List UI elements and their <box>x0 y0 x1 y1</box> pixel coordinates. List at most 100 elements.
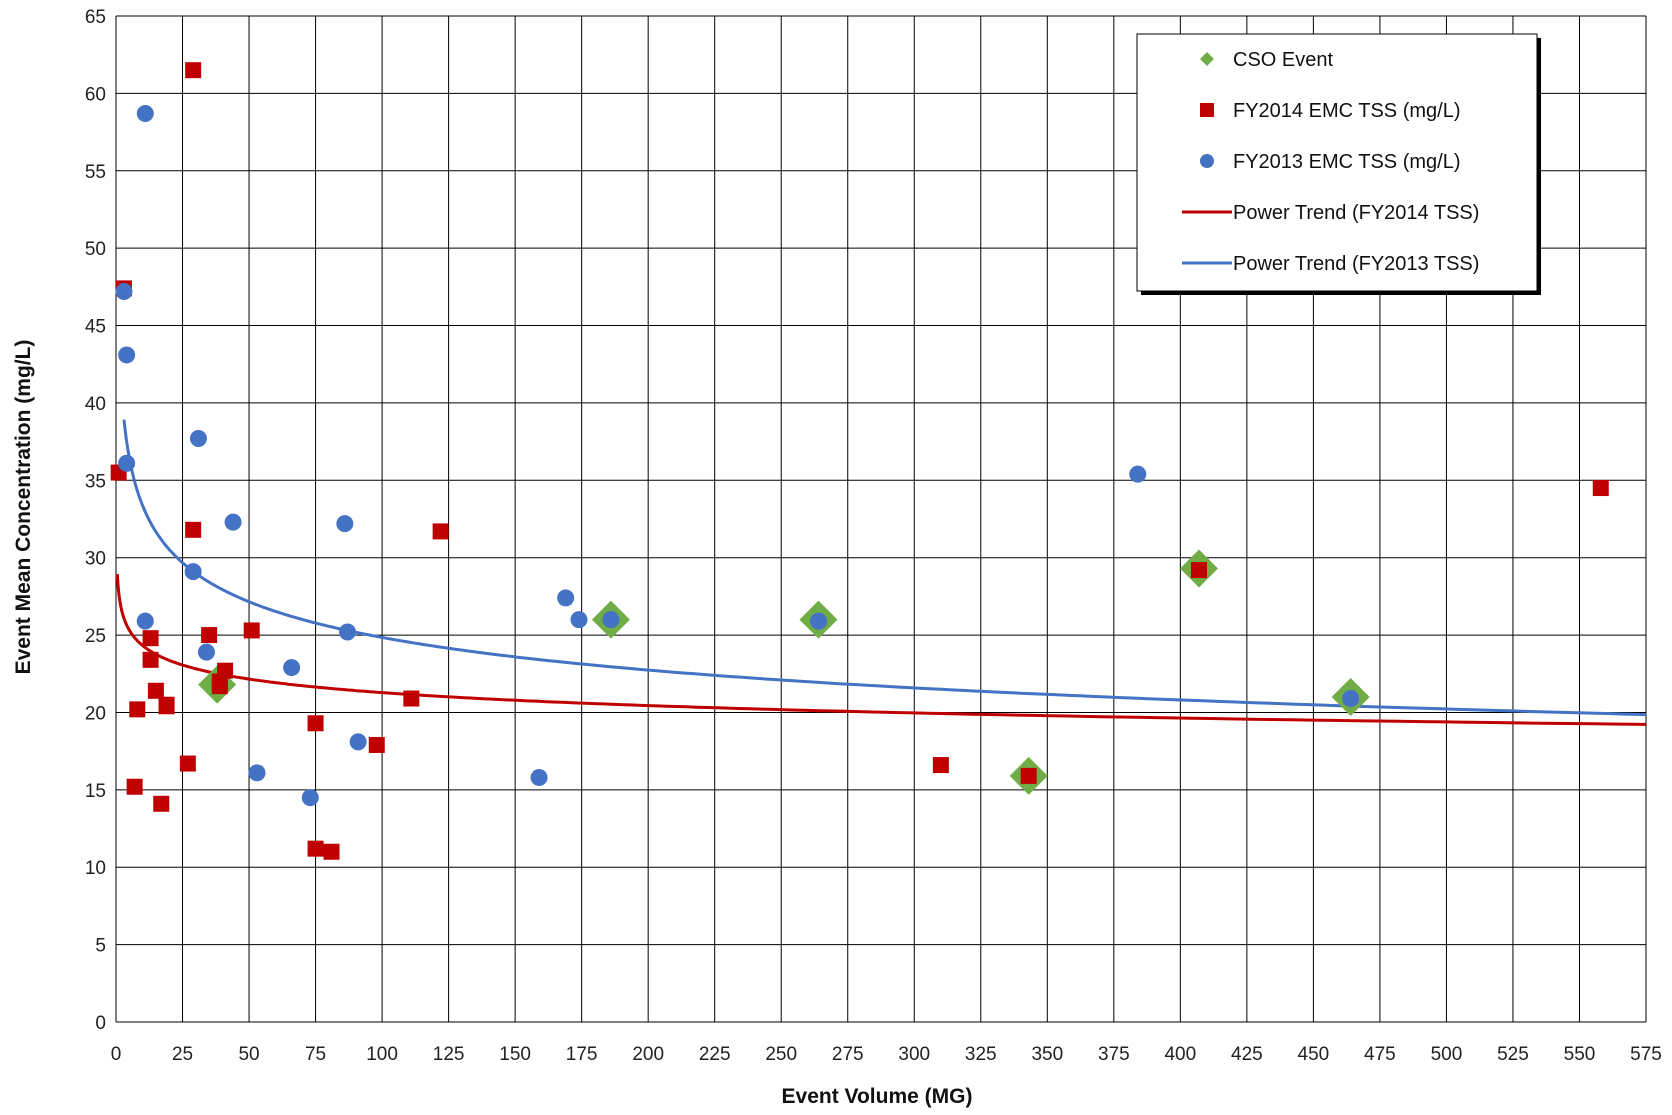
data-point-circle <box>197 643 215 661</box>
data-point-circle <box>248 764 266 782</box>
data-point-square <box>158 696 175 713</box>
x-tick-label: 150 <box>499 1044 531 1065</box>
data-point-circle <box>115 282 133 300</box>
data-point-square <box>185 521 202 538</box>
y-tick-label: 15 <box>85 781 106 802</box>
data-point-circle <box>283 659 301 677</box>
data-point-square <box>932 757 949 774</box>
x-tick-label: 500 <box>1431 1044 1463 1065</box>
data-point-circle <box>1129 465 1147 483</box>
tick-labels: 0 5 10 15 20 25 30 35 40 45 50 55 60 65 0 25 50 75 100 125 1… <box>85 7 1662 1065</box>
data-point-circle <box>136 612 154 630</box>
y-tick-label: 45 <box>85 317 106 338</box>
data-point-square <box>323 843 340 860</box>
data-point-circle <box>184 563 202 581</box>
trend-line <box>115 573 1647 726</box>
x-tick-label: 350 <box>1031 1044 1063 1065</box>
data-point-circle <box>136 105 154 123</box>
trend-line <box>122 419 1647 717</box>
data-point-circle <box>1342 690 1360 708</box>
x-tick-label: 25 <box>172 1044 193 1065</box>
x-tick-label: 75 <box>305 1044 326 1065</box>
trend-lines <box>115 419 1647 726</box>
data-point-square <box>201 627 218 644</box>
x-tick-label: 450 <box>1298 1044 1330 1065</box>
x-tick-label: 0 <box>111 1044 122 1065</box>
data-point-square <box>1592 480 1609 497</box>
x-tick-label: 575 <box>1630 1044 1662 1065</box>
data-point-square <box>126 778 143 795</box>
y-tick-label: 0 <box>95 1013 106 1034</box>
x-tick-label: 275 <box>832 1044 864 1065</box>
data-point-square <box>142 630 159 647</box>
x-tick-label: 325 <box>965 1044 997 1065</box>
y-tick-label: 25 <box>85 626 106 647</box>
data-point-square <box>179 755 196 772</box>
data-point-circle <box>338 623 356 641</box>
data-point-square <box>211 678 228 695</box>
data-point-circle <box>224 513 242 531</box>
x-tick-label: 50 <box>238 1044 259 1065</box>
y-tick-label: 55 <box>85 162 106 183</box>
x-tick-label: 425 <box>1231 1044 1263 1065</box>
data-point-square <box>307 715 324 732</box>
data-point-square <box>142 651 159 668</box>
data-point-square <box>185 62 202 79</box>
y-tick-label: 30 <box>85 549 106 570</box>
x-tick-label: 250 <box>765 1044 797 1065</box>
data-point-square <box>1020 767 1037 784</box>
legend-label: CSO Event <box>1233 49 1333 71</box>
legend-square-swatch <box>1200 103 1214 117</box>
data-point-square <box>243 622 260 639</box>
x-tick-label: 175 <box>566 1044 598 1065</box>
y-tick-label: 35 <box>85 471 106 492</box>
y-axis-title: Event Mean Concentration (mg/L) <box>12 340 35 675</box>
x-axis-title: Event Volume (MG) <box>782 1085 973 1108</box>
data-point-square <box>153 795 170 812</box>
y-tick-label: 40 <box>85 394 106 415</box>
data-point-circle <box>301 789 319 807</box>
data-point-circle <box>336 515 354 533</box>
data-point-circle <box>189 430 207 448</box>
y-tick-label: 65 <box>85 7 106 28</box>
x-tick-label: 525 <box>1497 1044 1529 1065</box>
legend: CSO Event FY2014 EMC TSS (mg/L) FY2013 EMC… <box>1136 33 1541 295</box>
data-point-square <box>1190 562 1207 579</box>
x-tick-label: 375 <box>1098 1044 1130 1065</box>
data-point-square <box>307 840 324 857</box>
data-point-circle <box>557 589 575 607</box>
data-point-circle <box>570 611 588 629</box>
legend-diamond-swatch <box>1200 52 1214 66</box>
legend-label: Power Trend (FY2013 TSS) <box>1233 253 1479 275</box>
data-point-square <box>217 662 234 679</box>
data-point-square <box>129 701 146 718</box>
legend-label: Power Trend (FY2014 TSS) <box>1233 202 1479 224</box>
y-tick-label: 5 <box>95 936 106 957</box>
legend-label: FY2014 EMC TSS (mg/L) <box>1233 100 1460 122</box>
legend-circle-swatch <box>1200 154 1214 168</box>
x-tick-label: 400 <box>1164 1044 1196 1065</box>
x-tick-label: 225 <box>699 1044 731 1065</box>
x-tick-label: 125 <box>433 1044 465 1065</box>
y-tick-label: 60 <box>85 84 106 105</box>
data-points <box>110 62 1609 860</box>
data-point-circle <box>118 346 136 364</box>
data-point-square <box>368 736 385 753</box>
x-tick-label: 300 <box>898 1044 930 1065</box>
data-point-circle <box>602 611 620 629</box>
data-point-circle <box>809 612 827 630</box>
data-point-square <box>432 523 449 540</box>
data-point-circle <box>349 733 367 751</box>
data-point-circle <box>118 454 136 472</box>
data-point-square <box>403 690 420 707</box>
y-tick-label: 10 <box>85 858 106 879</box>
y-tick-label: 50 <box>85 239 106 260</box>
x-tick-label: 475 <box>1364 1044 1396 1065</box>
legend-label: FY2013 EMC TSS (mg/L) <box>1233 151 1460 173</box>
x-tick-label: 550 <box>1564 1044 1596 1065</box>
data-point-square <box>147 682 164 699</box>
y-tick-label: 20 <box>85 703 106 724</box>
x-tick-label: 100 <box>366 1044 398 1065</box>
